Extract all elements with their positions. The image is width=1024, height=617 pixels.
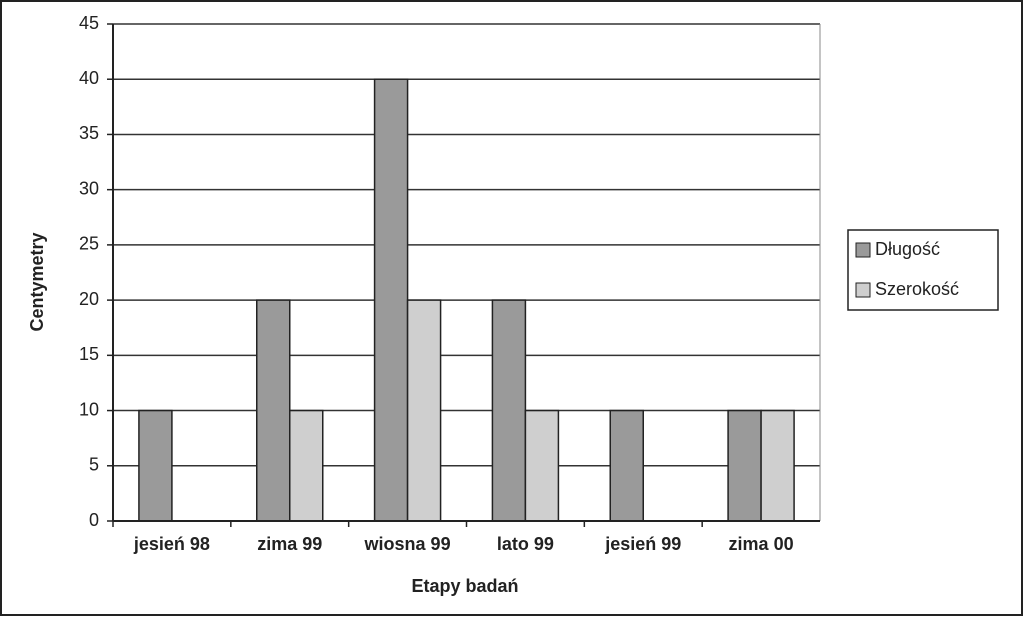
bar: [727, 409, 762, 522]
x-tick-label: lato 99: [497, 534, 554, 554]
x-axis-label: Etapy badań: [411, 576, 518, 596]
legend-swatch: [855, 242, 871, 258]
x-tick-label: zima 00: [729, 534, 794, 554]
y-tick-label: 20: [79, 289, 99, 309]
bar: [256, 299, 291, 522]
legend-swatch: [855, 282, 871, 298]
bar: [289, 409, 324, 522]
bar: [491, 299, 527, 522]
y-tick-label: 0: [89, 510, 99, 530]
x-tick-label: jesień 99: [604, 534, 681, 554]
y-tick-label: 40: [79, 68, 99, 88]
y-axis-label: Centymetry: [27, 232, 47, 331]
legend-label: Szerokość: [875, 279, 959, 299]
bar: [760, 409, 795, 522]
y-tick-label: 5: [89, 455, 99, 475]
y-tick-label: 15: [79, 344, 99, 364]
x-tick-label: jesień 98: [133, 534, 210, 554]
bar: [138, 409, 173, 522]
y-tick-label: 25: [79, 234, 99, 254]
y-tick-label: 30: [79, 178, 99, 198]
x-tick-label: wiosna 99: [364, 534, 451, 554]
bar: [406, 299, 442, 522]
legend-box: [847, 229, 999, 311]
y-tick-label: 10: [79, 399, 99, 419]
bar: [524, 409, 560, 522]
x-tick-label: zima 99: [257, 534, 322, 554]
legend-label: Długość: [875, 239, 940, 259]
y-tick-label: 35: [79, 123, 99, 143]
bar: [373, 78, 409, 522]
bar: [609, 409, 644, 522]
y-tick-label: 45: [79, 13, 99, 33]
